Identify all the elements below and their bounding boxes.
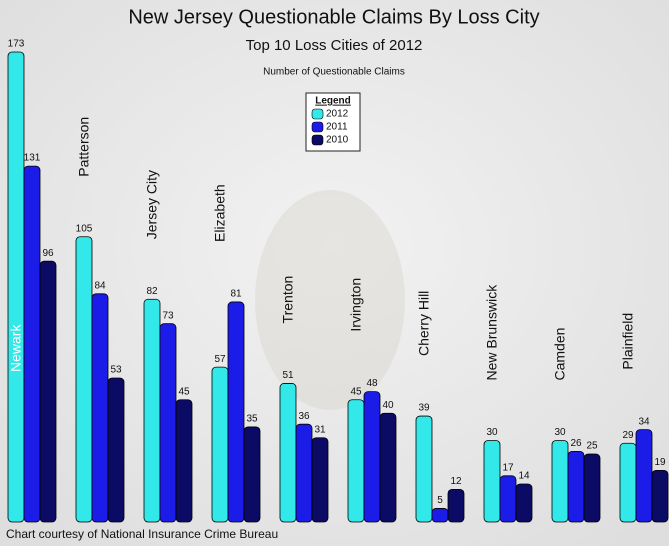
bar bbox=[567, 450, 585, 523]
bar bbox=[483, 440, 501, 523]
value-label: 51 bbox=[282, 370, 294, 381]
value-label: 26 bbox=[570, 438, 582, 449]
legend: Legend 2012 2011 2010 bbox=[305, 92, 361, 152]
bar bbox=[23, 165, 41, 523]
bar bbox=[159, 323, 177, 523]
value-label: 25 bbox=[586, 441, 598, 452]
bar bbox=[75, 236, 93, 523]
bar bbox=[499, 475, 517, 523]
category-label: Camden bbox=[552, 328, 568, 381]
category-label: Plainfield bbox=[620, 313, 636, 370]
bar bbox=[635, 429, 653, 523]
value-label: 82 bbox=[146, 286, 158, 297]
bar bbox=[447, 488, 465, 523]
value-label: 19 bbox=[654, 457, 666, 468]
category-label: Elizabeth bbox=[212, 184, 228, 242]
value-label: 48 bbox=[366, 378, 378, 389]
value-label: 81 bbox=[230, 289, 242, 300]
value-label: 12 bbox=[450, 476, 462, 487]
value-label: 40 bbox=[382, 400, 394, 411]
value-label: 14 bbox=[518, 471, 530, 482]
category-label: Jersey City bbox=[144, 170, 160, 239]
bar bbox=[107, 377, 125, 523]
bar bbox=[295, 423, 313, 523]
category-label: Cherry Hill bbox=[416, 291, 432, 356]
value-label: 39 bbox=[418, 403, 430, 414]
chart-subtitle: Top 10 Loss Cities of 2012 bbox=[246, 37, 423, 54]
bar bbox=[243, 426, 261, 523]
bar bbox=[175, 399, 193, 523]
value-label: 105 bbox=[76, 223, 93, 234]
bar bbox=[91, 293, 109, 523]
value-label: 173 bbox=[8, 39, 25, 50]
legend-label: 2010 bbox=[326, 135, 349, 146]
chart-title: New Jersey Questionable Claims By Loss C… bbox=[128, 6, 539, 28]
seal-watermark bbox=[255, 190, 405, 410]
value-label: 73 bbox=[162, 310, 174, 321]
bar bbox=[551, 440, 569, 523]
value-label: 5 bbox=[437, 495, 443, 506]
bar bbox=[279, 383, 297, 523]
value-label: 96 bbox=[42, 248, 54, 259]
value-label: 17 bbox=[502, 462, 514, 473]
legend-label: 2012 bbox=[326, 109, 349, 120]
legend-swatch bbox=[311, 134, 324, 146]
axis-title: Number of Questionable Claims bbox=[263, 67, 405, 78]
legend-title: Legend bbox=[315, 96, 351, 107]
bar bbox=[39, 260, 57, 523]
bar bbox=[379, 412, 397, 523]
value-label: 57 bbox=[214, 354, 226, 365]
bar bbox=[515, 483, 533, 523]
value-label: 131 bbox=[24, 153, 41, 164]
bar bbox=[7, 51, 25, 523]
bar bbox=[227, 301, 245, 523]
value-label: 29 bbox=[622, 430, 634, 441]
value-label: 30 bbox=[554, 427, 566, 438]
category-label: Irvington bbox=[348, 278, 364, 332]
footer: Chart courtesy of National Insurance Cri… bbox=[6, 527, 278, 541]
value-label: 35 bbox=[246, 414, 258, 425]
legend-swatch bbox=[311, 108, 324, 120]
category-label: Trenton bbox=[280, 276, 296, 324]
value-label: 31 bbox=[314, 424, 326, 435]
bar bbox=[431, 508, 449, 523]
bar bbox=[583, 453, 601, 523]
bar bbox=[415, 415, 433, 523]
category-label: Patterson bbox=[76, 117, 92, 177]
bar bbox=[347, 399, 365, 523]
bar bbox=[311, 437, 329, 523]
bar bbox=[143, 298, 161, 523]
bar bbox=[651, 469, 669, 523]
category-label: New Brunswick bbox=[484, 284, 500, 381]
bar bbox=[363, 391, 381, 523]
legend-swatch bbox=[311, 121, 324, 133]
value-label: 34 bbox=[638, 416, 650, 427]
value-label: 84 bbox=[94, 280, 106, 291]
value-label: 30 bbox=[486, 427, 498, 438]
legend-label: 2011 bbox=[326, 122, 348, 133]
category-label: Newark bbox=[8, 324, 24, 372]
value-label: 53 bbox=[110, 365, 122, 376]
bar bbox=[211, 366, 229, 523]
value-label: 45 bbox=[178, 386, 190, 397]
bar bbox=[619, 442, 637, 523]
value-label: 36 bbox=[298, 411, 310, 422]
value-label: 45 bbox=[350, 386, 362, 397]
